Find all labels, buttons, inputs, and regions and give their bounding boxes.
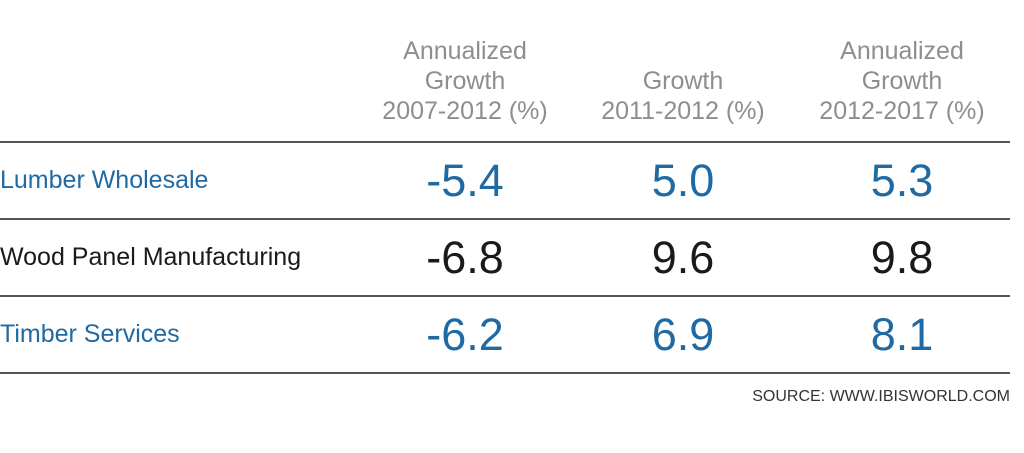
divider-row-3 [0,372,1010,374]
column-header-1: Annualized Growth 2007-2012 (%) [350,36,580,126]
row-2-value-2: 9.6 [651,232,715,283]
divider-row-1 [0,218,1010,220]
row-1-value-1: -5.4 [426,155,504,206]
row-3-value-3: 8.1 [870,309,934,360]
row-2-value-1: -6.8 [426,232,504,283]
row-1-value-3: 5.3 [870,155,934,206]
column-header-2-line1 [568,36,798,66]
column-header-2-line2: Growth [642,67,724,95]
row-2-value-3: 9.8 [870,232,934,283]
row-3-value-1: -6.2 [426,309,504,360]
column-header-3-line1: Annualized [840,37,964,65]
column-header-1-line3: 2007-2012 (%) [382,97,548,125]
column-header-1-line1: Annualized [403,37,527,65]
column-header-3-line3: 2012-2017 (%) [819,97,985,125]
divider-header [0,141,1010,143]
row-label-wood-panel-manufacturing: Wood Panel Manufacturing [0,243,302,271]
row-1-value-2: 5.0 [651,155,715,206]
row-label-timber-services: Timber Services [0,320,180,348]
column-header-2-line3: 2011-2012 (%) [601,97,765,125]
column-header-3: Annualized Growth 2012-2017 (%) [787,36,1017,126]
row-3-value-2: 6.9 [651,309,715,360]
divider-row-2 [0,295,1010,297]
row-label-lumber-wholesale: Lumber Wholesale [0,166,209,194]
source-note: SOURCE: WWW.IBISWORLD.COM [752,388,1010,405]
column-header-1-line2: Growth [424,67,506,95]
column-header-2: Growth 2011-2012 (%) [568,36,798,126]
column-header-3-line2: Growth [861,67,943,95]
